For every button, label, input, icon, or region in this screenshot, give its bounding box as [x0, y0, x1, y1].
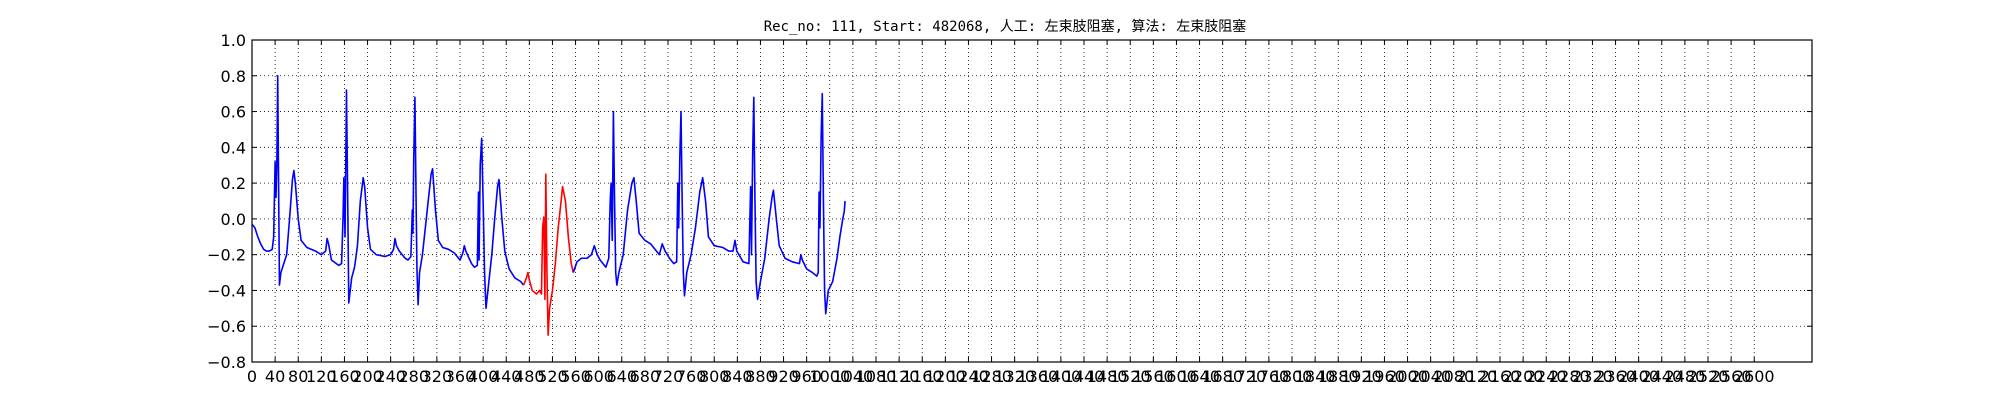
x-tick-label: 1160 — [902, 367, 943, 386]
x-tick-label: 960 — [791, 367, 822, 386]
x-tick-label: 600 — [583, 367, 614, 386]
x-tick-label: 0 — [247, 367, 257, 386]
x-tick-label: 880 — [745, 367, 776, 386]
x-tick-label: 1000 — [809, 367, 850, 386]
x-tick-label: 1120 — [879, 367, 920, 386]
x-tick-label: 2400 — [1618, 367, 1659, 386]
x-tick-label: 1400 — [1041, 367, 1082, 386]
x-tick-label: 800 — [699, 367, 730, 386]
x-tick-label: 1640 — [1179, 367, 1220, 386]
x-tick-label: 1360 — [1017, 367, 1058, 386]
x-tick-label: 1920 — [1341, 367, 1382, 386]
x-tick-label: 2600 — [1734, 367, 1775, 386]
x-tick-label: 440 — [491, 367, 522, 386]
y-tick-label: −0.6 — [207, 317, 246, 336]
x-tick-label: 680 — [630, 367, 661, 386]
x-tick-label: 1280 — [971, 367, 1012, 386]
ecg-series-line — [251, 74, 525, 310]
grid-lines — [251, 39, 1812, 363]
x-tick-label: 1320 — [994, 367, 1035, 386]
x-tick-label: 1560 — [1133, 367, 1174, 386]
y-tick-label: 0.8 — [221, 67, 246, 86]
y-tick-label: −0.8 — [207, 353, 246, 372]
x-tick-label: 2040 — [1410, 367, 1451, 386]
x-tick-label: 200 — [352, 367, 383, 386]
x-tick-label: 240 — [375, 367, 406, 386]
x-tick-label: 2440 — [1641, 367, 1682, 386]
x-tick-label: 320 — [422, 367, 453, 386]
y-tick-label: −0.2 — [207, 246, 246, 265]
x-tick-label: 560 — [560, 367, 591, 386]
x-tick-label: 1040 — [833, 367, 874, 386]
y-tick-label: 0.0 — [221, 210, 246, 229]
x-tick-label: 2200 — [1503, 367, 1544, 386]
x-tick-label: 1480 — [1087, 367, 1128, 386]
x-tick-label: 2360 — [1595, 367, 1636, 386]
x-tick-label: 1240 — [948, 367, 989, 386]
x-tick-label: 2520 — [1688, 367, 1729, 386]
x-tick-label: 1760 — [1249, 367, 1290, 386]
x-tick-label: 2320 — [1572, 367, 1613, 386]
x-tick-label: 760 — [676, 367, 707, 386]
x-tick-label: 80 — [288, 367, 308, 386]
x-tick-label: 1600 — [1156, 367, 1197, 386]
y-tick-label: 0.4 — [221, 138, 246, 157]
x-tick-label: 2120 — [1457, 367, 1498, 386]
x-tick-label: 160 — [329, 367, 360, 386]
y-axis: 1.0 0.8 0.6 0.4 0.2 0.0 −0.2 −0.4 −0.6 −0.8 — [207, 31, 1812, 372]
series-layer — [251, 74, 846, 336]
x-axis: 0 40 8012016020024028032036040044048052056… — [247, 40, 1775, 386]
x-tick-label: 360 — [445, 367, 476, 386]
x-tick-label: 2000 — [1387, 367, 1428, 386]
ecg-series-line-highlight — [522, 173, 575, 336]
x-tick-label: 1520 — [1110, 367, 1151, 386]
x-tick-label: 1440 — [1064, 367, 1105, 386]
x-tick-label: 40 — [265, 367, 285, 386]
x-tick-label: 2480 — [1665, 367, 1706, 386]
x-tick-label: 920 — [768, 367, 799, 386]
ecg-series-line — [572, 92, 846, 315]
plot-frame — [251, 39, 1813, 363]
x-tick-label: 1080 — [856, 367, 897, 386]
x-tick-label: 2080 — [1433, 367, 1474, 386]
x-tick-label: 1200 — [925, 367, 966, 386]
x-tick-label: 480 — [514, 367, 545, 386]
y-tick-label: 0.6 — [221, 103, 246, 122]
x-tick-label: 2240 — [1526, 367, 1567, 386]
x-tick-label: 1680 — [1202, 367, 1243, 386]
y-tick-label: 0.2 — [221, 174, 246, 193]
x-tick-label: 2280 — [1549, 367, 1590, 386]
y-tick-label: −0.4 — [207, 281, 246, 300]
x-tick-label: 720 — [653, 367, 684, 386]
x-tick-label: 520 — [537, 367, 568, 386]
x-tick-label: 1800 — [1272, 367, 1313, 386]
x-tick-label: 1720 — [1225, 367, 1266, 386]
x-tick-label: 840 — [722, 367, 753, 386]
chart-title: Rec_no: 111, Start: 482068, 人工: 左束肢阻塞, 算… — [764, 18, 1247, 35]
x-tick-label: 400 — [468, 367, 499, 386]
y-tick-label: 1.0 — [221, 31, 246, 50]
x-tick-label: 280 — [399, 367, 430, 386]
x-tick-label: 640 — [607, 367, 638, 386]
x-tick-label: 1880 — [1318, 367, 1359, 386]
x-tick-label: 2560 — [1711, 367, 1752, 386]
x-tick-label: 120 — [306, 367, 337, 386]
x-tick-label: 1840 — [1295, 367, 1336, 386]
x-tick-label: 1960 — [1364, 367, 1405, 386]
x-tick-label: 2160 — [1480, 367, 1521, 386]
